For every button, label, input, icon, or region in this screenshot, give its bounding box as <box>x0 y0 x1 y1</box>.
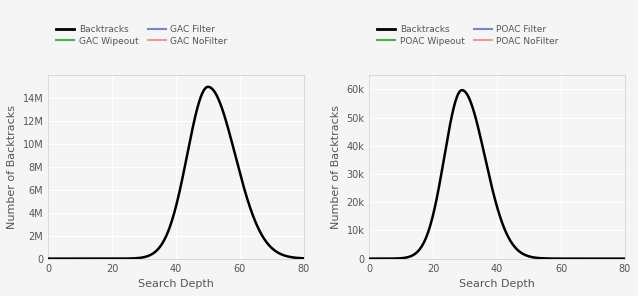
Legend: Backtracks, GAC Wipeout, GAC Filter, GAC NoFilter: Backtracks, GAC Wipeout, GAC Filter, GAC… <box>53 21 231 49</box>
Y-axis label: Number of Backtracks: Number of Backtracks <box>331 105 341 229</box>
Legend: Backtracks, POAC Wipeout, POAC Filter, POAC NoFilter: Backtracks, POAC Wipeout, POAC Filter, P… <box>374 21 563 49</box>
X-axis label: Search Depth: Search Depth <box>138 279 214 289</box>
Y-axis label: Number of Backtracks: Number of Backtracks <box>7 105 17 229</box>
X-axis label: Search Depth: Search Depth <box>459 279 535 289</box>
